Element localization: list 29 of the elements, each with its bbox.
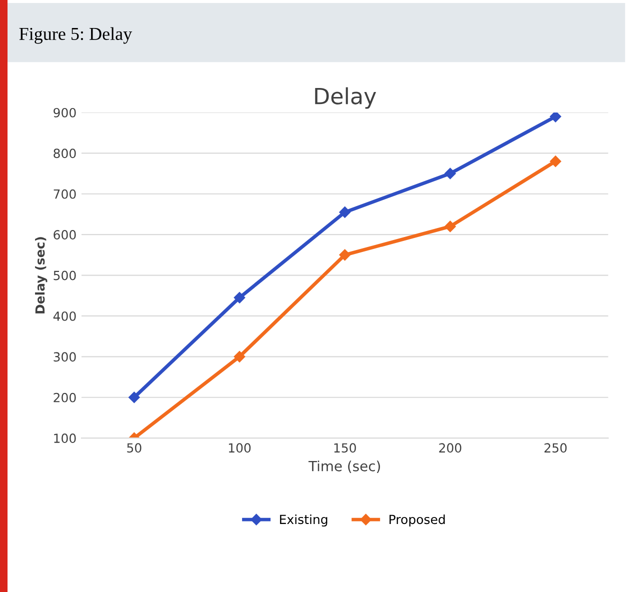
point	[444, 168, 456, 180]
y-tick-label: 800	[54, 148, 76, 158]
point	[444, 220, 456, 232]
y-tick-label: 300	[54, 352, 76, 362]
x-tick-label: 200	[439, 443, 462, 453]
x-tick-label: 250	[544, 443, 567, 453]
y-tick-label: 900	[54, 108, 76, 118]
x-tick-label: 150	[334, 443, 356, 453]
x-tick-label: 50	[127, 443, 142, 453]
point	[234, 351, 246, 362]
x-axis-title: Time (sec)	[308, 460, 380, 473]
x-tick-label: 100	[228, 443, 251, 453]
y-tick-label: 700	[54, 189, 76, 199]
point	[550, 112, 562, 122]
y-tick-label: 100	[54, 434, 76, 444]
point	[234, 292, 246, 304]
point	[550, 156, 562, 167]
y-axis-title: Delay (sec)	[35, 237, 48, 314]
caption: Figure 5: Delay	[19, 27, 132, 44]
point	[339, 206, 350, 218]
y-tick-label: 400	[53, 311, 76, 321]
legend-label: Existing	[280, 514, 328, 527]
chart-title: Delay	[315, 87, 376, 109]
legend-label: Proposed	[390, 514, 445, 527]
y-tick-label: 200	[54, 392, 76, 402]
point	[339, 249, 350, 261]
y-tick-label: 500	[54, 270, 76, 280]
point	[128, 392, 140, 403]
y-tick-label: 600	[54, 230, 76, 240]
